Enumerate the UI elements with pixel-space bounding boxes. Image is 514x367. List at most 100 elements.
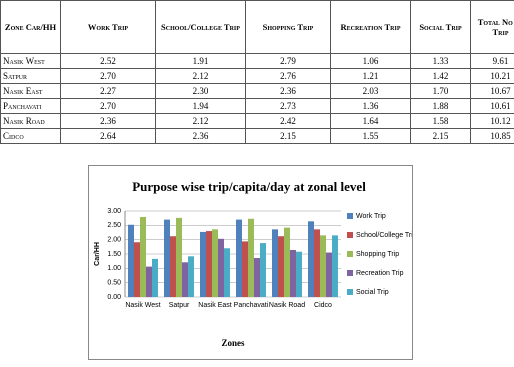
header-cell: Zone Car/HH — [0, 0, 61, 54]
table-row: Panchavati 2.70 1.94 2.73 1.36 1.88 10.61 — [0, 98, 514, 114]
cell: 1.06 — [330, 53, 411, 69]
bar — [200, 231, 206, 297]
cell: 1.64 — [330, 113, 411, 129]
header-cell: Work Trip — [60, 0, 156, 54]
cell: 10.61 — [470, 98, 514, 114]
legend-swatch — [347, 232, 353, 238]
bar — [182, 262, 188, 297]
cell: 10.21 — [470, 68, 514, 84]
cell: Cidco — [0, 128, 61, 144]
header-cell: School/College Trip — [155, 0, 246, 54]
cell: 1.36 — [330, 98, 411, 114]
legend-swatch — [347, 251, 353, 257]
cell: 1.55 — [330, 128, 411, 144]
cell: 1.58 — [410, 113, 471, 129]
legend-swatch — [347, 289, 353, 295]
bar — [176, 217, 182, 297]
cell: 1.33 — [410, 53, 471, 69]
cell: 2.52 — [60, 53, 156, 69]
y-tick-label: 2.50 — [107, 222, 121, 229]
table-row: Nasik West 2.52 1.91 2.79 1.06 1.33 9.61 — [0, 53, 514, 69]
y-tick-label: 1.00 — [107, 265, 121, 272]
cell: 9.61 — [470, 53, 514, 69]
bar — [164, 219, 170, 297]
cell: 10.85 — [470, 128, 514, 144]
y-tick-label: 0.00 — [107, 294, 121, 301]
y-axis-label: Car/HH — [94, 242, 101, 266]
cell: 2.42 — [245, 113, 331, 129]
cell: 2.64 — [60, 128, 156, 144]
bar — [212, 229, 218, 297]
header-cell: Recreation Trip — [330, 0, 411, 54]
bar — [278, 236, 284, 297]
cell: 1.94 — [155, 98, 246, 114]
legend-swatch — [347, 270, 353, 276]
cell: 2.12 — [155, 68, 246, 84]
bar — [332, 235, 338, 297]
bar — [224, 248, 230, 297]
bar — [170, 236, 176, 297]
bar — [254, 258, 260, 297]
x-tick-label: Nasik East — [198, 302, 232, 309]
cell: 2.36 — [245, 83, 331, 99]
cell: Satpur — [0, 68, 61, 84]
bar — [296, 251, 302, 297]
cell: 2.76 — [245, 68, 331, 84]
bar — [320, 235, 326, 297]
bar — [146, 266, 152, 297]
bar — [152, 258, 158, 297]
cell: 1.42 — [410, 68, 471, 84]
legend-label: Work Trip — [356, 213, 386, 220]
legend-label: School/College Trip — [356, 232, 413, 239]
cell: Nasik Road — [0, 113, 61, 129]
cell: 2.03 — [330, 83, 411, 99]
cell: 2.30 — [155, 83, 246, 99]
cell: 10.12 — [470, 113, 514, 129]
bar — [308, 221, 314, 297]
cell: 2.73 — [245, 98, 331, 114]
cell: 2.70 — [60, 68, 156, 84]
chart: Purpose wise trip/capita/day at zonal le… — [88, 165, 413, 360]
cell: 1.88 — [410, 98, 471, 114]
cell: 2.27 — [60, 83, 156, 99]
table-row: Nasik Road 2.36 2.12 2.42 1.64 1.58 10.12 — [0, 113, 514, 129]
bar — [236, 219, 242, 297]
x-tick-label: Satpur — [169, 302, 190, 309]
chart-title: Purpose wise trip/capita/day at zonal le… — [132, 179, 366, 194]
cell: 2.12 — [155, 113, 246, 129]
cell: 1.21 — [330, 68, 411, 84]
cell: 2.70 — [60, 98, 156, 114]
bar — [218, 238, 224, 297]
cell: 2.36 — [155, 128, 246, 144]
cell: 2.79 — [245, 53, 331, 69]
bar — [272, 229, 278, 297]
bar — [260, 243, 266, 297]
bar — [326, 252, 332, 297]
legend-label: Shopping Trip — [356, 251, 399, 258]
x-tick-label: Nasik West — [125, 302, 160, 309]
bar — [128, 224, 134, 297]
cell: 10.67 — [470, 83, 514, 99]
bar — [290, 249, 296, 297]
y-tick-label: 3.00 — [107, 208, 121, 215]
cell: Nasik West — [0, 53, 61, 69]
header-row: Zone Car/HH Work Trip School/College Trip S… — [0, 0, 514, 54]
x-tick-label: Panchavati — [234, 302, 269, 309]
cell: 1.91 — [155, 53, 246, 69]
table-row: Satpur 2.70 2.12 2.76 1.21 1.42 10.21 — [0, 68, 514, 84]
table-row: Cidco 2.64 2.36 2.15 1.55 2.15 10.85 — [0, 128, 514, 144]
bar — [284, 227, 290, 297]
cell: 2.15 — [410, 128, 471, 144]
bar — [206, 231, 212, 297]
bar — [140, 217, 146, 297]
header-cell: Shopping Trip — [245, 0, 331, 54]
bar — [248, 218, 254, 297]
cell: 2.36 — [60, 113, 156, 129]
y-tick-label: 0.50 — [107, 280, 121, 287]
x-tick-label: Nasik Road — [269, 302, 305, 309]
cell: Nasik East — [0, 83, 61, 99]
x-axis-label: Zones — [221, 338, 245, 348]
y-tick-label: 1.50 — [107, 251, 121, 258]
cell: Panchavati — [0, 98, 61, 114]
